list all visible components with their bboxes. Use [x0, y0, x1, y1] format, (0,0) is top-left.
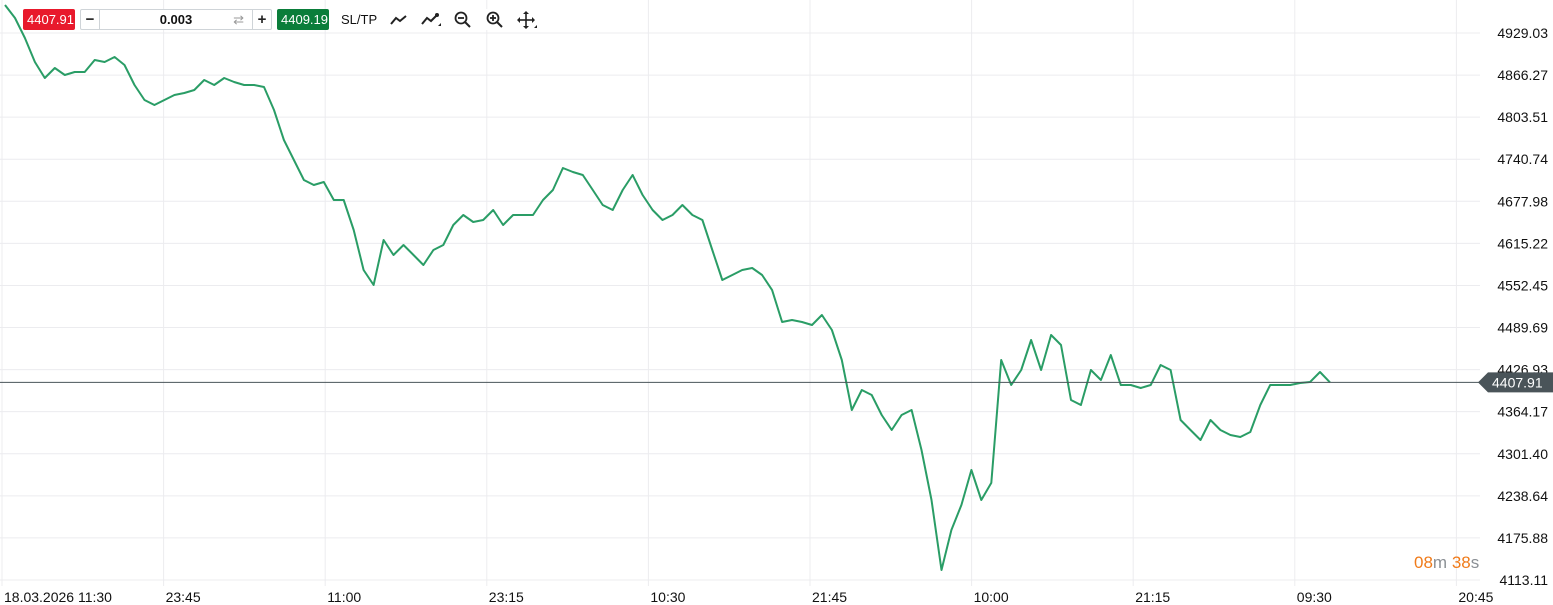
zoom-in-icon[interactable]	[485, 10, 505, 30]
decrease-button[interactable]: −	[85, 11, 95, 28]
zoom-out-icon[interactable]	[453, 10, 473, 30]
x-tick-label: 21:15	[1135, 589, 1170, 605]
swap-arrows-icon[interactable]: ⇄	[233, 12, 244, 27]
y-tick-label: 4301.40	[1497, 446, 1548, 462]
x-tick-label: 10:00	[974, 589, 1009, 605]
quantity-stepper[interactable]: − 0.003 ⇄ +	[80, 9, 272, 30]
x-tick-label: 18.03.2026 11:30	[4, 589, 112, 605]
countdown-minutes: 08	[1414, 553, 1433, 572]
grid-lines	[0, 0, 1480, 586]
x-tick-label: 23:15	[489, 589, 524, 605]
quantity-input[interactable]: 0.003 ⇄	[99, 10, 253, 29]
y-tick-label: 4175.88	[1497, 530, 1548, 546]
y-tick-label: 4113.11	[1499, 572, 1548, 588]
y-tick-label: 4552.45	[1497, 277, 1548, 293]
increase-button[interactable]: +	[257, 11, 267, 28]
x-tick-label: 11:00	[327, 589, 361, 605]
buy-button[interactable]: 4409.19	[277, 9, 329, 30]
y-tick-label: 4740.74	[1497, 151, 1548, 167]
sl-tp-button[interactable]: SL/TP	[341, 12, 378, 27]
countdown-seconds-unit: s	[1470, 553, 1480, 572]
x-tick-label: 21:45	[812, 589, 847, 605]
y-tick-label: 4677.98	[1497, 193, 1548, 209]
drawing-trend-icon[interactable]	[421, 10, 442, 30]
x-tick-label: 23:45	[166, 589, 201, 605]
x-tick-label: 09:30	[1297, 589, 1332, 605]
y-tick-label: 4866.27	[1497, 67, 1548, 83]
candle-countdown: 08m 38s	[1414, 553, 1479, 573]
line-chart-icon[interactable]	[389, 10, 409, 30]
y-tick-label: 4803.51	[1497, 109, 1548, 125]
countdown-seconds: 38	[1451, 553, 1471, 572]
y-axis: 4929.03 4866.27 4803.51 4740.74 4677.98 4615.…	[1497, 25, 1548, 588]
y-tick-label: 4489.69	[1497, 320, 1548, 336]
countdown-minutes-unit: m	[1432, 553, 1448, 572]
y-tick-label: 4238.64	[1497, 488, 1548, 504]
x-tick-label: 20:45	[1458, 589, 1493, 605]
x-tick-label: 10:30	[650, 589, 685, 605]
current-price-text: 4407.91	[1492, 374, 1543, 390]
quantity-value: 0.003	[159, 12, 193, 27]
price-line	[4, 4, 1331, 571]
current-price-label: 4407.91	[1478, 372, 1553, 393]
move-crosshair-icon[interactable]	[517, 10, 538, 30]
y-tick-label: 4615.22	[1497, 235, 1548, 251]
y-tick-label: 4364.17	[1497, 404, 1548, 420]
y-tick-label: 4929.03	[1497, 25, 1548, 41]
sell-button[interactable]: 4407.91	[23, 9, 75, 30]
trade-toolbar: 4407.91 − 0.003 ⇄ + 4409.19 SL/TP	[23, 9, 538, 30]
x-axis: 18.03.2026 11:30 23:45 11:00 23:15 10:30 21:4…	[4, 589, 1494, 605]
